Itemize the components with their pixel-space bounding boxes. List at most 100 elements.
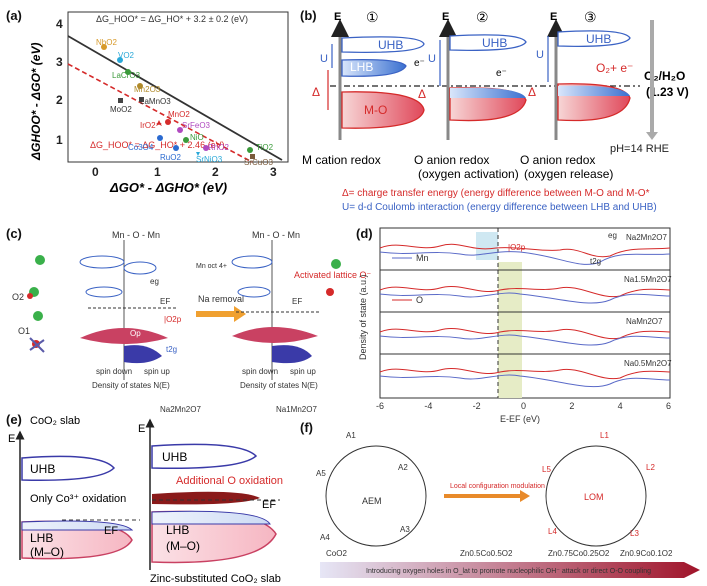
b1-e: E	[334, 11, 341, 23]
a-xtick-3: 3	[270, 165, 277, 179]
label-srfeo3: SrFeO3	[182, 121, 211, 130]
label-nbo2: NbO2	[96, 38, 117, 47]
f-a2: A2	[398, 463, 408, 472]
a-ylabel: ΔGHOO* - ΔGO* (eV)	[29, 43, 43, 161]
c-dos-left: Density of states N(E)	[92, 381, 170, 390]
b-ph-arrowhead	[646, 132, 658, 140]
f-l2: L2	[646, 463, 655, 472]
b2-title: O anion redox	[414, 153, 489, 167]
b1-mo	[341, 91, 425, 129]
label-iro2: IrO2	[140, 121, 156, 130]
c-left-t2g-down	[85, 286, 123, 298]
d-series-3: NaMn2O7	[626, 317, 663, 326]
c-na-removal-head	[234, 306, 246, 322]
point-moo2	[118, 98, 123, 103]
d-series-4: Na0.5Mn2O7	[624, 359, 672, 368]
e-left-e: E	[8, 433, 15, 445]
f-comp-1: Zn0.5Co0.5O2	[460, 549, 513, 558]
label-vo2: VO2	[118, 51, 135, 60]
f-lom-cycle	[545, 445, 647, 547]
d-curve-mn-4	[379, 374, 671, 388]
b-ph: pH=14 RHE	[610, 143, 669, 155]
label-rho2: RhO2	[208, 143, 229, 152]
point-tio2	[247, 147, 253, 153]
f-bottom-text: Introducing oxygen holes in O_lat to pro…	[366, 568, 651, 575]
c-mn-oct: Mn oct 4+	[196, 263, 227, 270]
panel-a: (a) ΔG_HOO* = ΔG_HO* + 3.2 ± 0.2 (eV) ΔG…	[6, 8, 289, 195]
panel-e: (e) CoO₂ slab Na2Mn2O7 Na1Mn2O7 E UHB LH…	[6, 405, 317, 585]
c-spin-up-r: spin up	[290, 367, 316, 376]
label-lamno3: LaMnO3	[140, 97, 171, 106]
point-vo2	[117, 57, 123, 63]
f-l5: L5	[542, 465, 551, 474]
c-left-ef: EF	[160, 297, 170, 306]
label-co3o4: Co3O4	[128, 143, 154, 152]
c-atom-na-3	[33, 311, 43, 321]
d-curve-mn-2	[379, 292, 671, 304]
e-left-uhb	[21, 455, 116, 481]
b2-eminus: e⁻	[496, 68, 507, 79]
f-comp-3: Zn0.9Co0.1O2	[620, 549, 673, 558]
c-left-op-label: Op	[130, 329, 141, 338]
d-legend-o: O	[416, 295, 423, 305]
b3-delta: Δ	[528, 85, 536, 99]
d-xtick: 4	[618, 401, 623, 411]
point-mno2	[165, 119, 171, 125]
d-xticks: -6 -4 -2 0 2 4 6 E-EF (eV)	[376, 401, 671, 424]
e-top-right: Na1Mn2O7	[276, 405, 317, 414]
b-step-1: E ① UHB LHB M-O U Δ e⁻ M cation redox	[302, 9, 425, 167]
b1-uhb-label: UHB	[378, 38, 403, 52]
c-spin-down: spin down	[96, 367, 132, 376]
b1-u: U	[320, 53, 328, 65]
e-right-uhb-label: UHB	[162, 450, 187, 464]
panel-f: (f) AEM A1 A2 A3 A4 A5 LOM L1 L2 L3 L4 L…	[300, 420, 700, 578]
point-mn2o3	[137, 83, 143, 89]
point-rho2	[203, 145, 209, 151]
d-series-1: Na2Mn2O7	[626, 233, 667, 242]
e-only-co: Only Co³⁺ oxidation	[30, 493, 126, 505]
c-activated: Activated lattice O⁻	[294, 270, 372, 280]
label-moo2: MoO2	[110, 105, 132, 114]
b2-uhb-label: UHB	[482, 36, 507, 50]
b-def-delta: Δ= charge transfer energy (energy differ…	[342, 188, 650, 199]
panel-e-label: (e)	[6, 412, 22, 427]
b3-subtitle: (oxygen release)	[524, 167, 613, 181]
b1-delta: Δ	[312, 85, 320, 99]
c-atom-na-1	[35, 255, 45, 265]
point-co3o4	[157, 135, 163, 141]
f-a4: A4	[320, 533, 330, 542]
panel-d-label: (d)	[356, 226, 373, 241]
b-def-u: U= d-d Coulomb interaction (energy diffe…	[342, 202, 657, 213]
f-l1: L1	[600, 431, 609, 440]
d-xtick: -6	[376, 401, 384, 411]
label-srnio3: SrNiO3	[196, 155, 223, 164]
f-a5: A5	[316, 469, 326, 478]
point-ruo2	[173, 145, 179, 151]
a-xtick-0: 0	[92, 165, 99, 179]
c-left-eg-up	[123, 261, 157, 275]
b1-mo-label: M-O	[364, 103, 387, 117]
f-a3: A3	[400, 525, 410, 534]
c-left-op	[80, 328, 168, 344]
d-xtick: 6	[666, 401, 671, 411]
scatter-points: NbO2 VO2 LaCrO3 Mn2O3 MoO2 LaMnO3 MnO2 I…	[96, 38, 274, 167]
e-right-mo: (M–O)	[166, 539, 200, 553]
d-o2p: |O2p	[508, 243, 526, 252]
b1-step: ①	[366, 9, 379, 25]
label-lacro3: LaCrO3	[112, 71, 141, 80]
b3-uhb-label: UHB	[586, 32, 611, 46]
fit-line-red	[67, 63, 253, 163]
point-nbo2	[101, 44, 107, 50]
panel-b-label: (b)	[300, 8, 317, 23]
point-lacro3	[125, 69, 131, 75]
c-spin-up: spin up	[144, 367, 170, 376]
a-xtick-1: 1	[154, 165, 161, 179]
d-t2g: t2g	[590, 257, 601, 266]
e-left-uhb-label: UHB	[30, 462, 55, 476]
c-right-eg-down	[231, 255, 273, 269]
point-srfeo3	[177, 127, 183, 133]
d-xtick: -4	[424, 401, 432, 411]
point-lamno3	[139, 97, 144, 102]
c-dos-right: Density of states N(E)	[240, 381, 318, 390]
c-left-t2g-up	[124, 345, 162, 364]
